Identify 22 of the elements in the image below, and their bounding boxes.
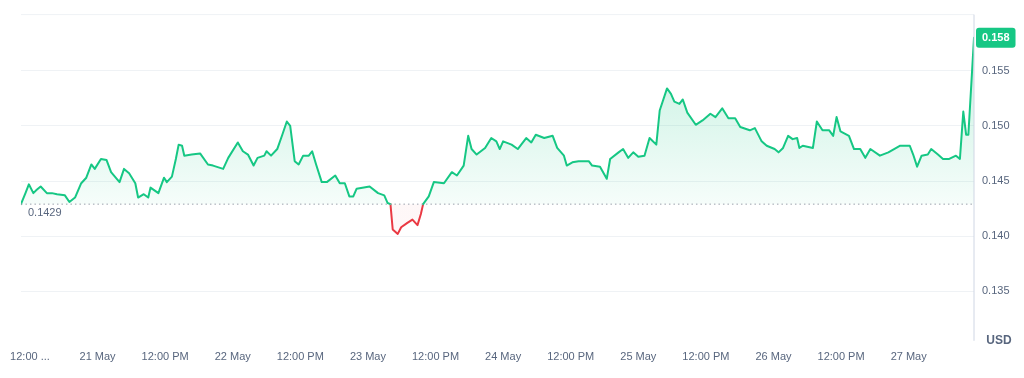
x-tick-label: 26 May (755, 350, 793, 363)
x-tick-label: 24 May (485, 350, 522, 363)
y-tick-label: 0.135 (982, 284, 1010, 297)
x-tick-label: 12:00 PM (817, 350, 865, 363)
annotation: 0.158 (982, 30, 1010, 43)
y-tick-label: 0.150 (982, 118, 1010, 131)
x-tick-label: 12:00 PM (411, 350, 460, 363)
x-tick-label: 23 May (349, 350, 387, 363)
x-tick-label: 12:00 PM (682, 350, 730, 363)
x-tick-label: 21 May (79, 350, 117, 363)
ref-line-label: 0.1429 (27, 205, 62, 218)
y-tick-label: 0.155 (982, 63, 1010, 76)
x-tick-label: 27 May (890, 350, 928, 363)
y-tick-label: 0.140 (982, 229, 1010, 242)
x-tick-label: 12:00 PM (141, 350, 189, 363)
y-tick-label: 0.145 (982, 174, 1010, 187)
x-tick-label: 12:00 PM (276, 350, 324, 363)
x-tick-label: 12:00 ... (10, 350, 50, 363)
x-tick-label: 25 May (620, 350, 657, 363)
x-tick-label: 12:00 PM (547, 350, 595, 363)
x-tick-label: 22 May (214, 350, 252, 363)
y-axis-title: USD (986, 333, 1012, 348)
